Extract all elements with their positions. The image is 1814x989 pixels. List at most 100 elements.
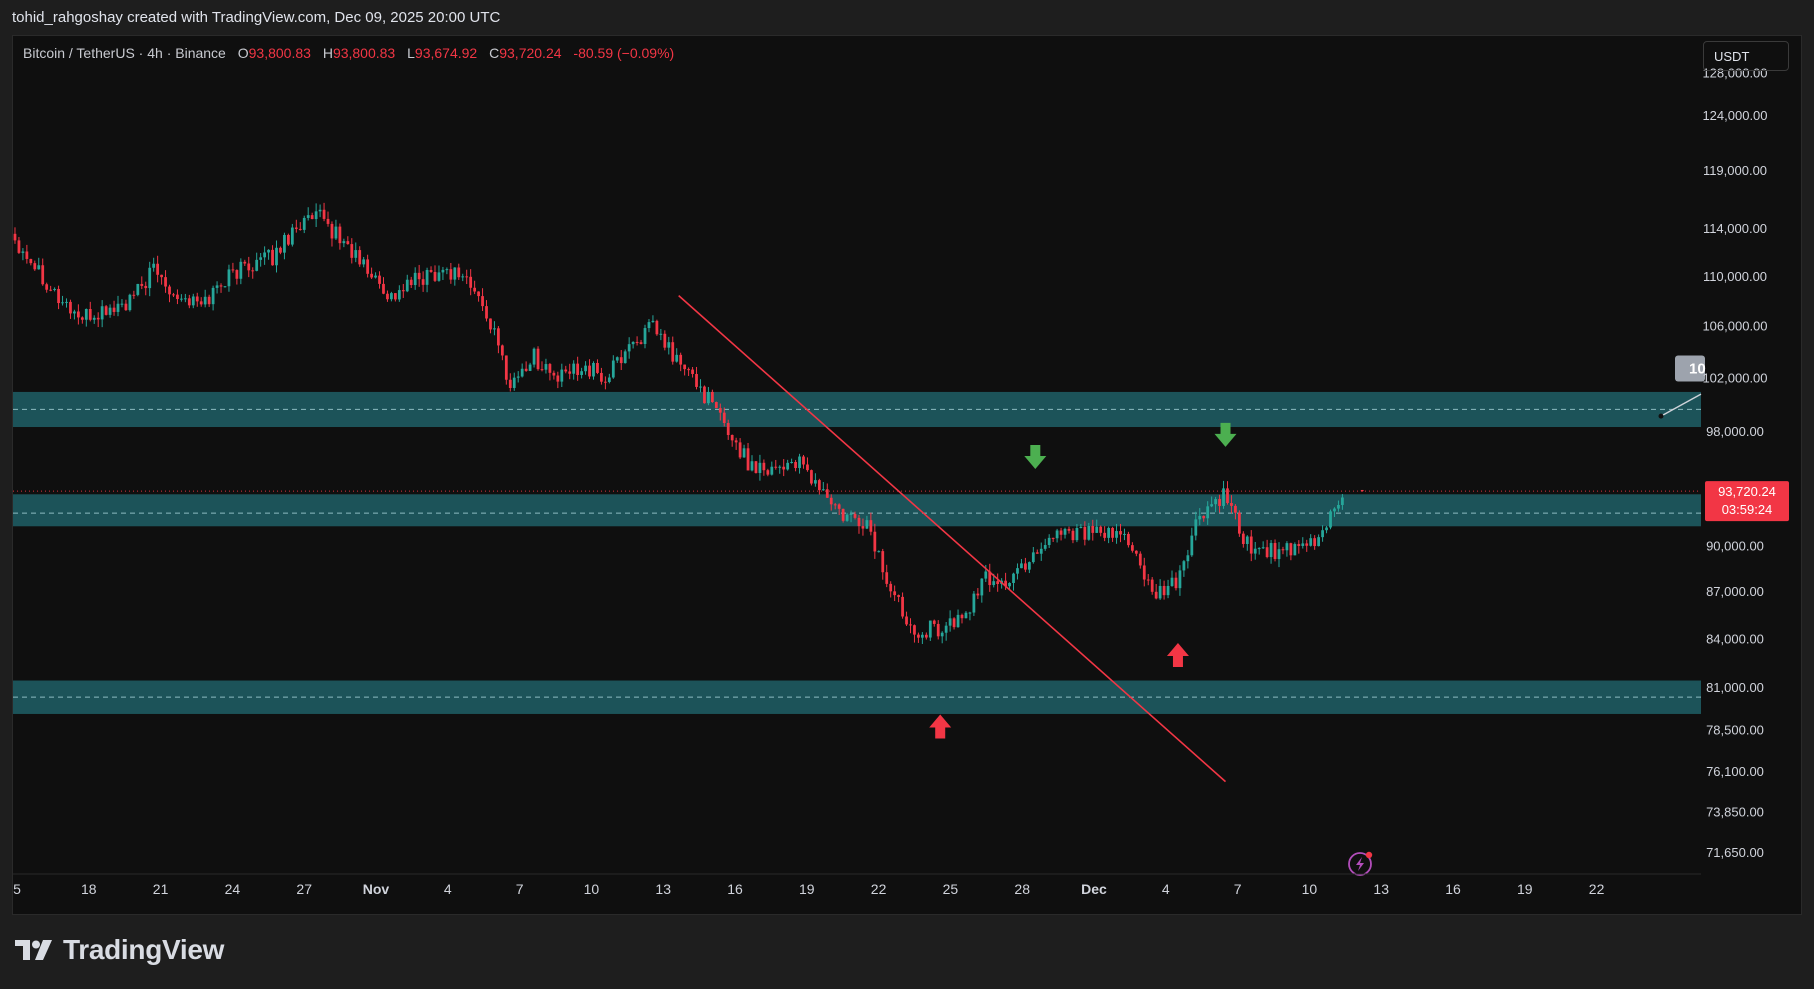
candle-body xyxy=(512,377,516,388)
candle-body xyxy=(294,227,298,229)
price-scale-label: 114,000.00 xyxy=(1703,221,1767,236)
candle-body xyxy=(1194,519,1198,536)
candle-body xyxy=(960,614,964,619)
candle-body xyxy=(1095,526,1099,533)
callout-box xyxy=(1675,355,1705,382)
candle-body xyxy=(1329,511,1332,528)
candle-body xyxy=(433,271,437,281)
change-value: -80.59 (−0.09%) xyxy=(573,45,675,61)
candle-body xyxy=(932,620,936,624)
candle-body xyxy=(687,369,690,371)
candle-body xyxy=(132,294,136,296)
candle-body xyxy=(881,551,885,573)
time-axis-label: 19 xyxy=(799,881,815,897)
candle-body xyxy=(247,263,251,271)
candle-body xyxy=(778,466,782,468)
candle-body xyxy=(1249,536,1253,554)
candle-body xyxy=(172,294,175,296)
price-tag xyxy=(1705,481,1789,522)
candle-body xyxy=(61,302,64,304)
candle-body xyxy=(239,261,243,279)
candle-body xyxy=(73,311,76,314)
candle-body xyxy=(429,269,433,272)
candle-body xyxy=(473,287,477,292)
chart-canvas[interactable]: 10 128,000.00 124,000.00 119,000.00 114,000… xyxy=(13,36,1801,914)
candle-body xyxy=(905,616,908,625)
candle-body xyxy=(600,372,603,382)
candle-body xyxy=(758,462,762,473)
candle-body xyxy=(928,620,932,638)
candle-body xyxy=(798,456,801,469)
candle-body xyxy=(1016,568,1019,574)
candle-body xyxy=(718,408,722,413)
currency-button[interactable]: USDT xyxy=(1703,41,1789,71)
candle-body xyxy=(1218,499,1221,506)
candle-body xyxy=(124,303,128,311)
candle-body xyxy=(1127,533,1130,546)
candle-body xyxy=(1027,562,1031,570)
close-label: C xyxy=(489,45,500,61)
candle-body xyxy=(469,276,473,288)
candle-body xyxy=(1087,526,1091,540)
symbol-description[interactable]: Bitcoin / TetherUS · 4h · Binance xyxy=(23,45,226,61)
candle-body xyxy=(544,364,548,370)
candle-body xyxy=(84,308,88,320)
candle-body xyxy=(255,259,259,271)
candle-body xyxy=(508,379,512,388)
candle-body xyxy=(556,375,560,382)
candle-body xyxy=(936,623,940,637)
price-scale-label: 84,000.00 xyxy=(1706,631,1764,646)
candle-body xyxy=(358,250,362,265)
candle-body xyxy=(1123,533,1126,535)
symbol-legend[interactable]: Bitcoin / TetherUS · 4h · Binance O93,80… xyxy=(23,45,674,61)
candle-body xyxy=(1012,573,1015,584)
candle-body xyxy=(901,596,904,617)
candle-body xyxy=(231,269,235,271)
time-axis-label: 16 xyxy=(727,881,743,897)
candle-body xyxy=(833,504,837,506)
candle-body xyxy=(1230,503,1233,506)
low-label: L xyxy=(407,45,415,61)
time-axis-label: Nov xyxy=(363,881,390,897)
candle-body xyxy=(841,508,845,521)
candle-body xyxy=(940,632,944,637)
candle-body xyxy=(1059,530,1063,535)
candle-body xyxy=(33,263,37,270)
candle-body xyxy=(762,462,766,471)
callout-label: 10 xyxy=(1689,360,1706,377)
candle-body xyxy=(1111,527,1114,538)
candle-body xyxy=(1008,583,1011,587)
candle-body xyxy=(390,293,393,300)
candle-body xyxy=(148,267,152,289)
candle-body xyxy=(829,497,833,505)
candle-body xyxy=(992,581,996,586)
price-scale-label: 81,000.00 xyxy=(1706,680,1764,695)
candle-body xyxy=(1269,543,1273,558)
time-axis-label: 5 xyxy=(13,881,21,897)
candle-body xyxy=(1245,536,1249,544)
candle-body xyxy=(572,363,576,374)
candle-body xyxy=(1099,526,1103,533)
candle-body xyxy=(968,612,972,614)
time-axis-label: 27 xyxy=(296,881,312,897)
candle-body xyxy=(1158,585,1162,599)
time-axis-label: 22 xyxy=(1589,881,1605,897)
candle-body xyxy=(738,442,742,458)
candle-body xyxy=(948,618,952,626)
arrow-down-icon-3 xyxy=(1214,422,1237,447)
candle-body xyxy=(195,296,199,302)
time-axis-label: 28 xyxy=(1014,881,1030,897)
chart-pane[interactable]: 10 128,000.00 124,000.00 119,000.00 114,000… xyxy=(12,35,1802,915)
candle-body xyxy=(1115,531,1118,538)
candle-body xyxy=(695,373,698,387)
candle-body xyxy=(972,593,976,613)
price-scale-label: 71,650.00 xyxy=(1706,845,1764,860)
tradingview-logo[interactable]: TradingView xyxy=(15,934,224,966)
candle-body xyxy=(65,301,68,303)
candle-body xyxy=(1257,548,1261,550)
candle-body xyxy=(318,209,322,212)
time-axis-label: 4 xyxy=(1162,881,1170,897)
candle-body xyxy=(465,276,469,278)
time-axis-label: 25 xyxy=(943,881,959,897)
candle-body xyxy=(243,261,247,264)
